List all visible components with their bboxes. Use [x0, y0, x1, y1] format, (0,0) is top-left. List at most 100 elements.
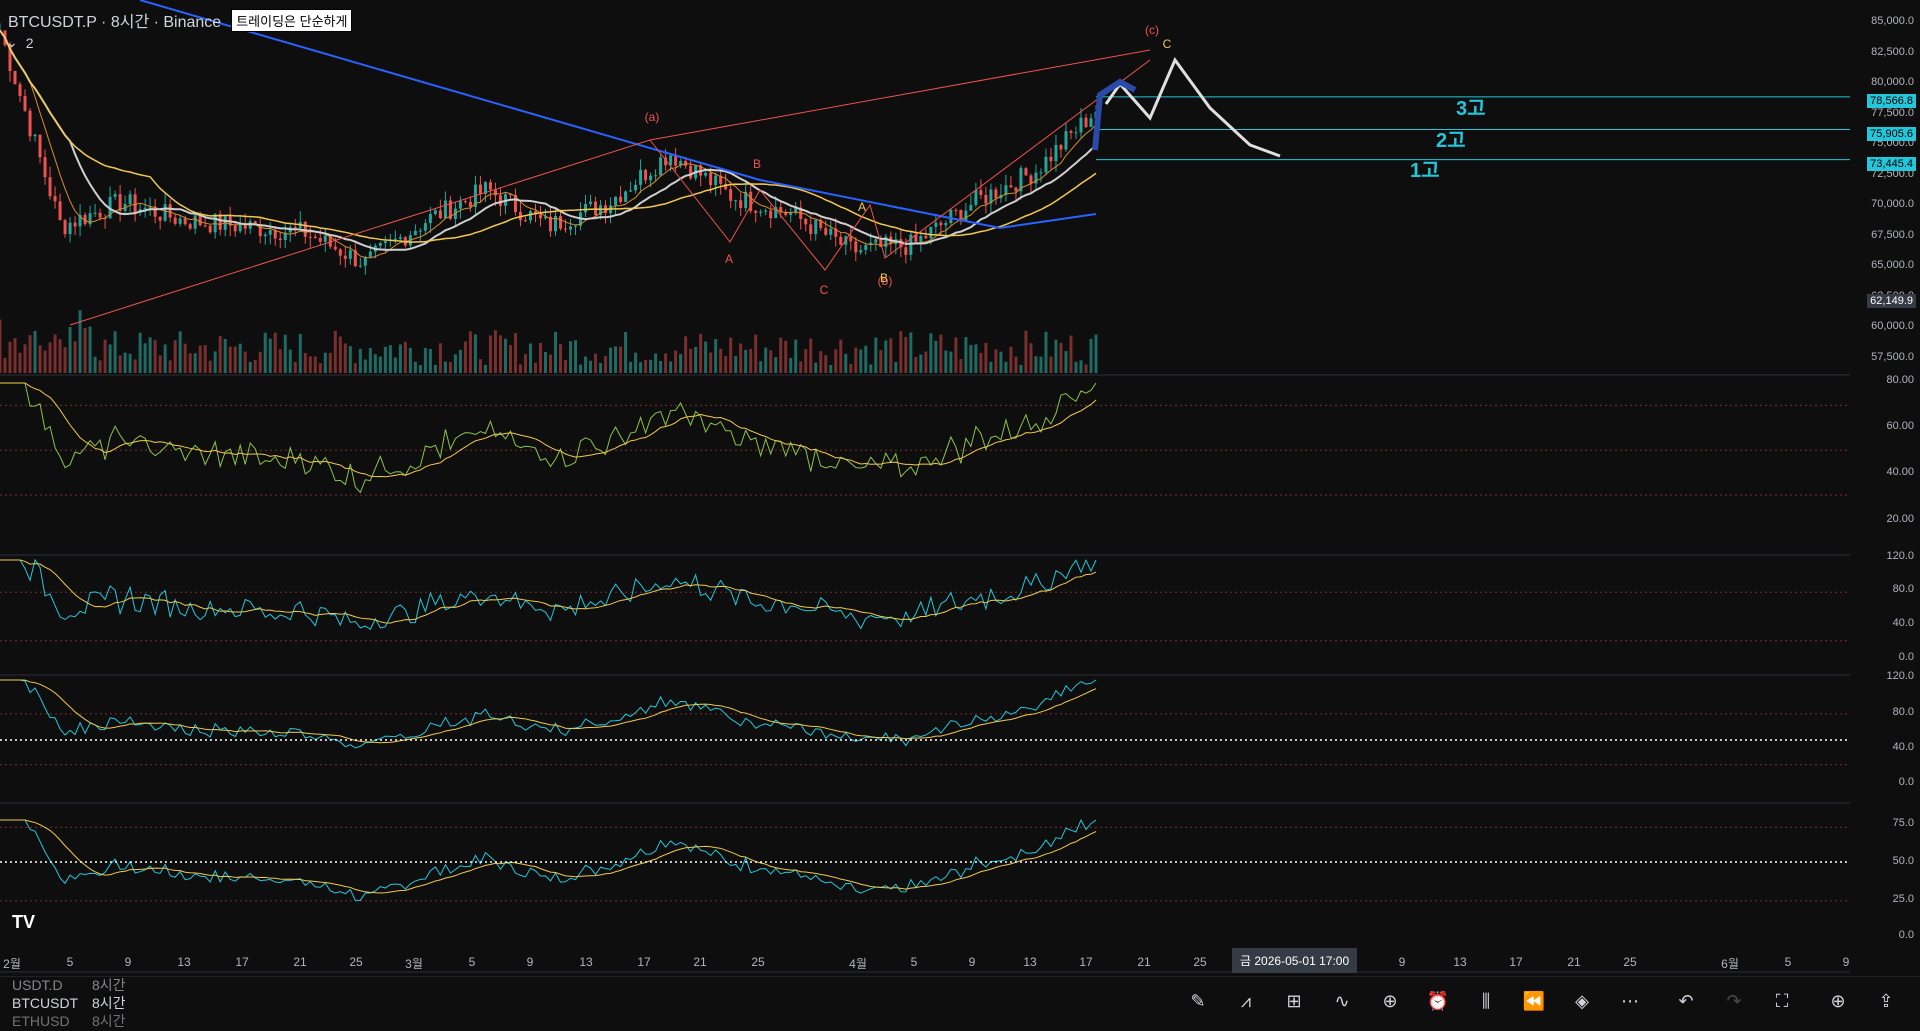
price-tick: 70,000.0 [1871, 198, 1914, 210]
volume-bar [253, 360, 257, 373]
candle-body [433, 210, 437, 215]
wave-label: A [725, 252, 733, 266]
volume-bar [348, 346, 352, 373]
volume-bar [1054, 339, 1058, 373]
wave-label: (c) [1145, 23, 1159, 37]
volume-bar [278, 349, 282, 373]
candle-body [984, 194, 988, 204]
price-tick: 65,000.0 [1871, 259, 1914, 271]
volume-bar [899, 331, 903, 373]
volume-bar [488, 335, 492, 373]
volume-bar [528, 343, 532, 373]
candle-body [268, 230, 272, 235]
candle-body [619, 196, 623, 203]
watchlist-row[interactable]: ETHUSD 8시간 [12, 1013, 126, 1029]
target-label-1: 1고 [1410, 160, 1440, 182]
volume-bar [714, 339, 718, 373]
candle-body [789, 212, 793, 216]
candle-body [839, 236, 843, 245]
x-tick: 9 [1842, 955, 1850, 969]
grid-icon[interactable]: ⊞ [1286, 991, 1302, 1011]
volume-bar [734, 356, 738, 373]
alarm-icon[interactable]: ⏰ [1426, 991, 1450, 1011]
volume-bar [168, 360, 172, 373]
x-tick: 9 [124, 955, 132, 969]
volume-bar [428, 348, 432, 373]
share-icon[interactable]: ⇪ [1878, 991, 1894, 1011]
candle-body [599, 205, 603, 216]
candle-body [163, 204, 167, 221]
price-axis[interactable]: 85,000.0 82,500.0 80,000.0 77,500.0 75,0… [1852, 0, 1920, 972]
indicator-collapse[interactable]: ⌄ 2 [6, 34, 34, 51]
watchlist-row[interactable]: USDT.D 8시간 [12, 977, 126, 993]
indicators-icon[interactable]: ∿ [1334, 991, 1350, 1011]
candle-body [919, 236, 923, 242]
replay-icon[interactable]: ⏪ [1522, 991, 1546, 1011]
volume-bar [724, 356, 728, 373]
volume-bar [684, 336, 688, 373]
x-tick: 9 [526, 955, 534, 969]
chart-type-icon[interactable]: ⩘ [1240, 991, 1252, 1011]
fullscreen-icon[interactable]: ⛶ [1775, 991, 1789, 1011]
x-tick: 4월 [849, 957, 867, 971]
candle-body [258, 224, 262, 237]
candle-body [1074, 132, 1078, 134]
candle-body [308, 236, 312, 238]
volume-bar [1064, 351, 1068, 373]
candle-body [859, 250, 863, 253]
tradingview-logo[interactable]: TV [12, 912, 36, 932]
volume-bar [764, 347, 768, 373]
candle-body [93, 212, 97, 214]
candle-body [569, 226, 573, 230]
ma-blue [139, 0, 1097, 230]
layers-icon[interactable]: ◈ [1575, 991, 1589, 1011]
x-tick: 25 [751, 955, 765, 969]
plus-circle-icon[interactable]: ⊕ [1382, 991, 1398, 1011]
candle-body [1009, 185, 1013, 188]
candle-body [133, 194, 137, 213]
candle-body [383, 241, 387, 244]
candle-body [168, 204, 172, 218]
add-alert-icon[interactable]: ⊕ [1830, 991, 1846, 1011]
candle-body [689, 165, 693, 179]
volume-bar [804, 349, 808, 373]
candle-body [203, 225, 207, 227]
candle-body [443, 200, 447, 219]
candle-body [468, 201, 472, 208]
symbol-title[interactable]: BTCUSDT.P · 8시간 · Binance [8, 14, 222, 31]
volume-bar [854, 347, 858, 373]
chevron-down-icon[interactable]: ⌄ [6, 34, 18, 50]
candle-body [178, 218, 182, 224]
candle-body [659, 157, 663, 176]
volume-bar [924, 351, 928, 373]
candle-body [488, 182, 492, 190]
volume-bar [1069, 335, 1073, 373]
chart-canvas[interactable]: (a) (b) (c) A B C A B C [0, 0, 1920, 976]
candle-body [864, 245, 868, 251]
wave-label: B [753, 157, 761, 171]
price-tag: 75,905.6 [1867, 127, 1916, 141]
candle-body [649, 175, 653, 181]
undo-icon[interactable]: ↶ [1678, 991, 1694, 1011]
candle-body [564, 228, 568, 230]
volume-bar [669, 361, 673, 373]
adx-line-signal [0, 819, 1097, 894]
candle-body [929, 226, 933, 239]
volume-bar [448, 361, 452, 373]
x-tick: 5 [910, 955, 918, 969]
candle-body [849, 236, 853, 242]
candles-icon[interactable]: ⫼ [1481, 991, 1491, 1011]
redo-icon[interactable]: ↷ [1726, 991, 1742, 1011]
volume-bar [784, 340, 788, 373]
candle-body [83, 214, 87, 225]
macd-line-signal [0, 679, 1097, 744]
watchlist-row[interactable]: BTCUSDT 8시간 [12, 995, 126, 1011]
candle-body [1014, 187, 1018, 192]
wave-label: B [880, 271, 888, 285]
volume-bar [869, 364, 873, 373]
ma-white [0, 29, 1097, 251]
pencil-icon[interactable]: ✎ [1190, 991, 1206, 1011]
candle-body [533, 211, 537, 215]
candle-body [934, 222, 938, 227]
more-icon[interactable]: ⋯ [1621, 991, 1639, 1011]
